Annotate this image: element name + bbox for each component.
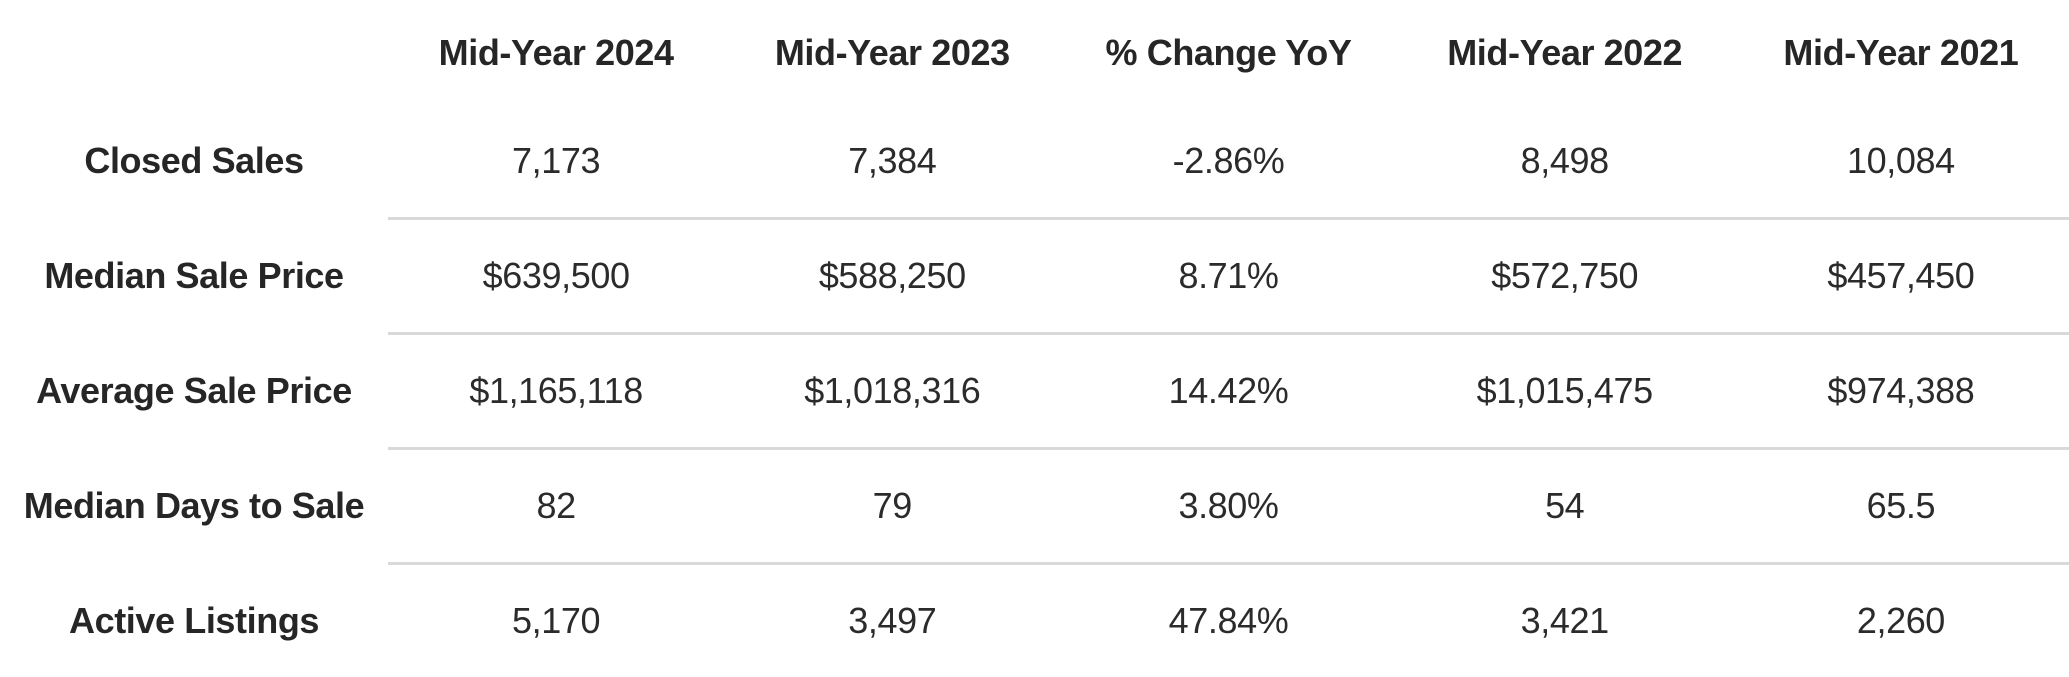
table-cell: 14.42% [1168, 370, 1289, 411]
row-label: Closed Sales [84, 140, 304, 181]
table-row: Median Sale Price $639,500 $588,250 8.71% $… [0, 220, 2069, 335]
table-cell: 3,421 [1520, 600, 1609, 641]
column-header: Mid-Year 2023 [774, 31, 1010, 73]
table-cell: 3,497 [848, 600, 937, 641]
table-cell: 54 [1545, 485, 1585, 526]
table-cell: 79 [872, 485, 913, 526]
table-cell: $588,250 [818, 255, 966, 296]
table-header-row: Mid-Year 2024 Mid-Year 2023 % Change YoY Mi… [0, 0, 2069, 105]
table-row: Closed Sales 7,173 7,384 -2.86% 8,498 10,084 [0, 105, 2069, 220]
table-row-cells: Median Days to Sale 82 79 3.80% 54 65.5 [0, 450, 2069, 562]
table-row-cells: Median Sale Price $639,500 $588,250 8.71% $… [0, 220, 2069, 332]
row-label: Active Listings [68, 600, 320, 641]
table-cell: 82 [536, 485, 576, 526]
row-divider [388, 562, 2069, 565]
row-label: Average Sale Price [36, 370, 352, 411]
table-row-cells: Active Listings 5,170 3,497 47.84% 3,421 2,2… [0, 565, 2069, 677]
table-cell: $1,165,118 [469, 370, 643, 411]
table-cell: 47.84% [1168, 600, 1289, 641]
table-cell: 10,084 [1847, 140, 1955, 181]
table-row: Active Listings 5,170 3,497 47.84% 3,421 2,2… [0, 565, 2069, 677]
table-cell: 7,384 [848, 140, 937, 181]
table-row: Average Sale Price $1,165,118 $1,018,316 1… [0, 335, 2069, 450]
table-cell: $1,018,316 [804, 370, 981, 411]
table-row: Median Days to Sale 82 79 3.80% 54 65.5 [0, 450, 2069, 565]
table-row-cells: Average Sale Price $1,165,118 $1,018,316 1… [0, 335, 2069, 447]
table-cell: $974,388 [1827, 370, 1975, 411]
table-cell: 65.5 [1866, 485, 1936, 526]
table-body: Closed Sales 7,173 7,384 -2.86% 8,498 10,084… [0, 105, 2069, 677]
table-cell: -2.86% [1172, 140, 1285, 181]
table-cell: $1,015,475 [1476, 370, 1654, 411]
column-header: % Change YoY [1105, 31, 1352, 73]
table-cell: $639,500 [482, 255, 630, 296]
row-divider [388, 332, 2069, 335]
row-label: Median Sale Price [44, 255, 344, 296]
table-cell: 3.80% [1178, 485, 1279, 526]
table-cell: 2,260 [1856, 600, 1945, 641]
column-header: Mid-Year 2021 [1783, 31, 2019, 73]
table-cell: $572,750 [1491, 255, 1639, 296]
row-divider [388, 217, 2069, 220]
row-divider [388, 447, 2069, 450]
table-cell: 5,170 [512, 600, 601, 641]
table-cell: 7,173 [512, 140, 601, 181]
row-label: Median Days to Sale [23, 485, 365, 526]
table-cell: 8,498 [1520, 140, 1609, 181]
table-cell: $457,450 [1827, 255, 1975, 296]
table-row-cells: Closed Sales 7,173 7,384 -2.86% 8,498 10,084 [0, 105, 2069, 217]
column-header: Mid-Year 2022 [1447, 31, 1683, 73]
column-header: Mid-Year 2024 [438, 31, 674, 73]
table-cell: 8.71% [1178, 255, 1279, 296]
